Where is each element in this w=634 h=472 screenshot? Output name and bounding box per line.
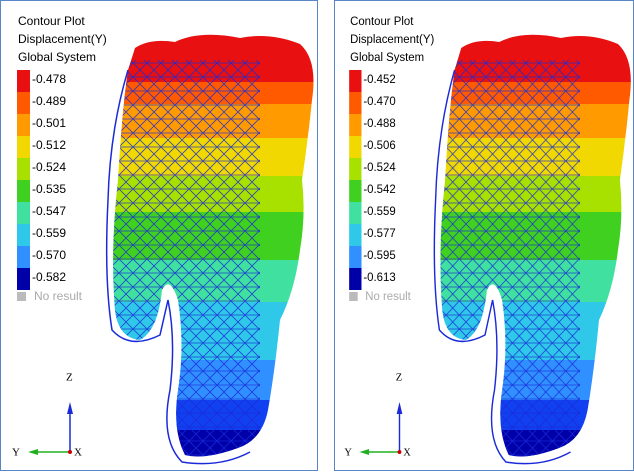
legend-label: -0.489 — [32, 94, 66, 108]
legend-title: Displacement(Y) — [18, 32, 107, 46]
legend-swatch — [17, 180, 30, 202]
axis-label: Y — [344, 446, 352, 458]
no-result-swatch — [349, 292, 358, 301]
axis-label: Z — [66, 372, 73, 384]
legend-swatch — [349, 202, 361, 224]
legend-swatch — [17, 92, 30, 114]
legend-label: -0.512 — [32, 138, 66, 152]
legend-label: -0.452 — [363, 73, 395, 86]
legend-swatch — [349, 70, 361, 92]
legend-label: -0.524 — [32, 160, 66, 174]
legend-label: -0.535 — [32, 182, 66, 196]
axis-label: X — [74, 447, 82, 459]
legend-swatch — [17, 114, 30, 136]
no-result: No result — [365, 290, 411, 303]
legend-swatch — [349, 246, 361, 268]
legend-label: -0.582 — [32, 270, 66, 284]
legend-swatch — [17, 202, 30, 224]
legend-label: -0.524 — [363, 161, 396, 174]
axis-label: Y — [12, 447, 20, 459]
legend-title: Global System — [350, 51, 424, 64]
page: {"panels": [ {"title_lines": ["Contour P… — [0, 0, 634, 472]
legend-label: -0.577 — [363, 227, 395, 240]
no-result-swatch — [17, 292, 26, 301]
no-result: No result — [34, 289, 83, 303]
legend-label: -0.613 — [363, 271, 395, 284]
legend-label: -0.559 — [363, 205, 395, 218]
legend-label: -0.506 — [363, 139, 395, 152]
legend-title: Contour Plot — [350, 15, 414, 28]
legend-label: -0.478 — [32, 72, 66, 86]
legend-title: Contour Plot — [18, 14, 85, 28]
legend-swatch — [17, 246, 30, 268]
legend-swatch — [17, 224, 30, 246]
legend-label: -0.595 — [363, 249, 396, 262]
legend-label: -0.570 — [32, 248, 66, 262]
legend-swatch — [17, 268, 30, 290]
legend-label: -0.470 — [363, 95, 396, 108]
legend-swatch — [17, 70, 30, 92]
legend-label: -0.488 — [363, 117, 395, 130]
legend-title: Displacement(Y) — [350, 33, 434, 46]
legend-swatch — [349, 268, 361, 290]
legend-title: Global System — [18, 50, 96, 64]
legend-swatch — [349, 158, 361, 180]
legend-label: -0.559 — [32, 226, 66, 240]
legend-swatch — [349, 224, 361, 246]
legend-swatch — [17, 136, 30, 158]
legend-swatch — [349, 136, 361, 158]
legend-swatch — [349, 114, 361, 136]
legend-label: -0.547 — [32, 204, 66, 218]
axis-label: Z — [396, 371, 402, 383]
legend-label: -0.542 — [363, 183, 395, 196]
legend-swatch — [349, 180, 361, 202]
legend-swatch — [349, 92, 361, 114]
legend-label: -0.501 — [32, 116, 66, 130]
screenshot: No result Contour Plot Displacement(Y) Glob… — [0, 0, 634, 472]
legend-swatch — [17, 158, 30, 180]
axis-label: X — [403, 446, 411, 458]
